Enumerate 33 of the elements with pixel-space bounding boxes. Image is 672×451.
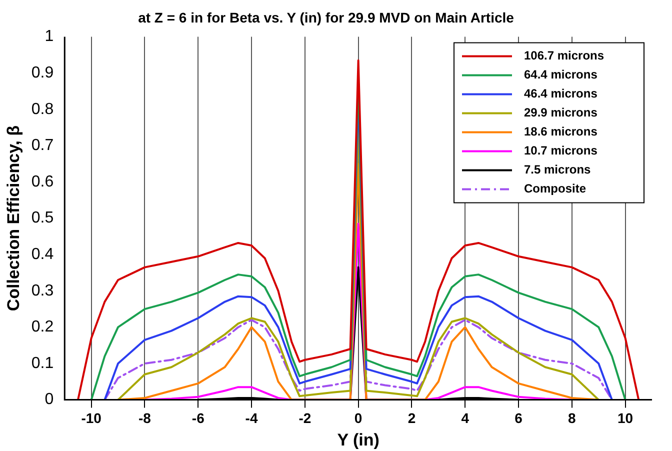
- x-tick-label: 2: [408, 410, 416, 426]
- legend-label: 10.7 microns: [524, 144, 598, 158]
- y-tick-label: 0.4: [31, 246, 54, 264]
- x-tick-label: -2: [298, 410, 312, 426]
- x-tick-label: 6: [514, 410, 523, 426]
- y-tick-label: 0.9: [31, 64, 54, 82]
- y-axis-title: Collection Efficiency, β: [4, 125, 23, 312]
- legend-label: 7.5 microns: [524, 162, 592, 177]
- y-tick-label: 0.7: [31, 137, 54, 154]
- y-tick-label: 0.3: [31, 282, 54, 300]
- y-tick-label: 1: [44, 28, 54, 46]
- x-tick-label: 0: [354, 410, 362, 426]
- legend-label: Composite: [524, 182, 586, 196]
- x-tick-label: 10: [618, 410, 634, 426]
- x-tick-label: -8: [138, 410, 152, 426]
- y-tick-label: 0.1: [31, 354, 54, 372]
- legend-label: 18.6 microns: [524, 124, 598, 139]
- x-axis-title: Y (in): [337, 430, 380, 450]
- legend-label: 106.7 microns: [524, 48, 604, 63]
- x-tick-label: -10: [81, 410, 102, 426]
- x-tick-label: -6: [192, 410, 205, 426]
- x-tick-label: 8: [568, 410, 576, 426]
- y-tick-label: 0.6: [31, 173, 54, 190]
- legend-label: 64.4 microns: [524, 68, 598, 82]
- y-tick-label: 0: [44, 391, 54, 408]
- legend-label: 29.9 microns: [524, 106, 598, 120]
- y-tick-label: 0.2: [31, 318, 54, 336]
- x-tick-label: -4: [245, 410, 258, 426]
- y-tick-label: 0.5: [31, 210, 54, 227]
- x-tick-label: 4: [461, 410, 470, 426]
- chart-title: at Z = 6 in for Beta vs. Y (in) for 29.9 MVD on Main Article: [138, 9, 514, 26]
- legend-label: 46.4 microns: [524, 86, 598, 101]
- y-tick-label: 0.8: [31, 100, 54, 118]
